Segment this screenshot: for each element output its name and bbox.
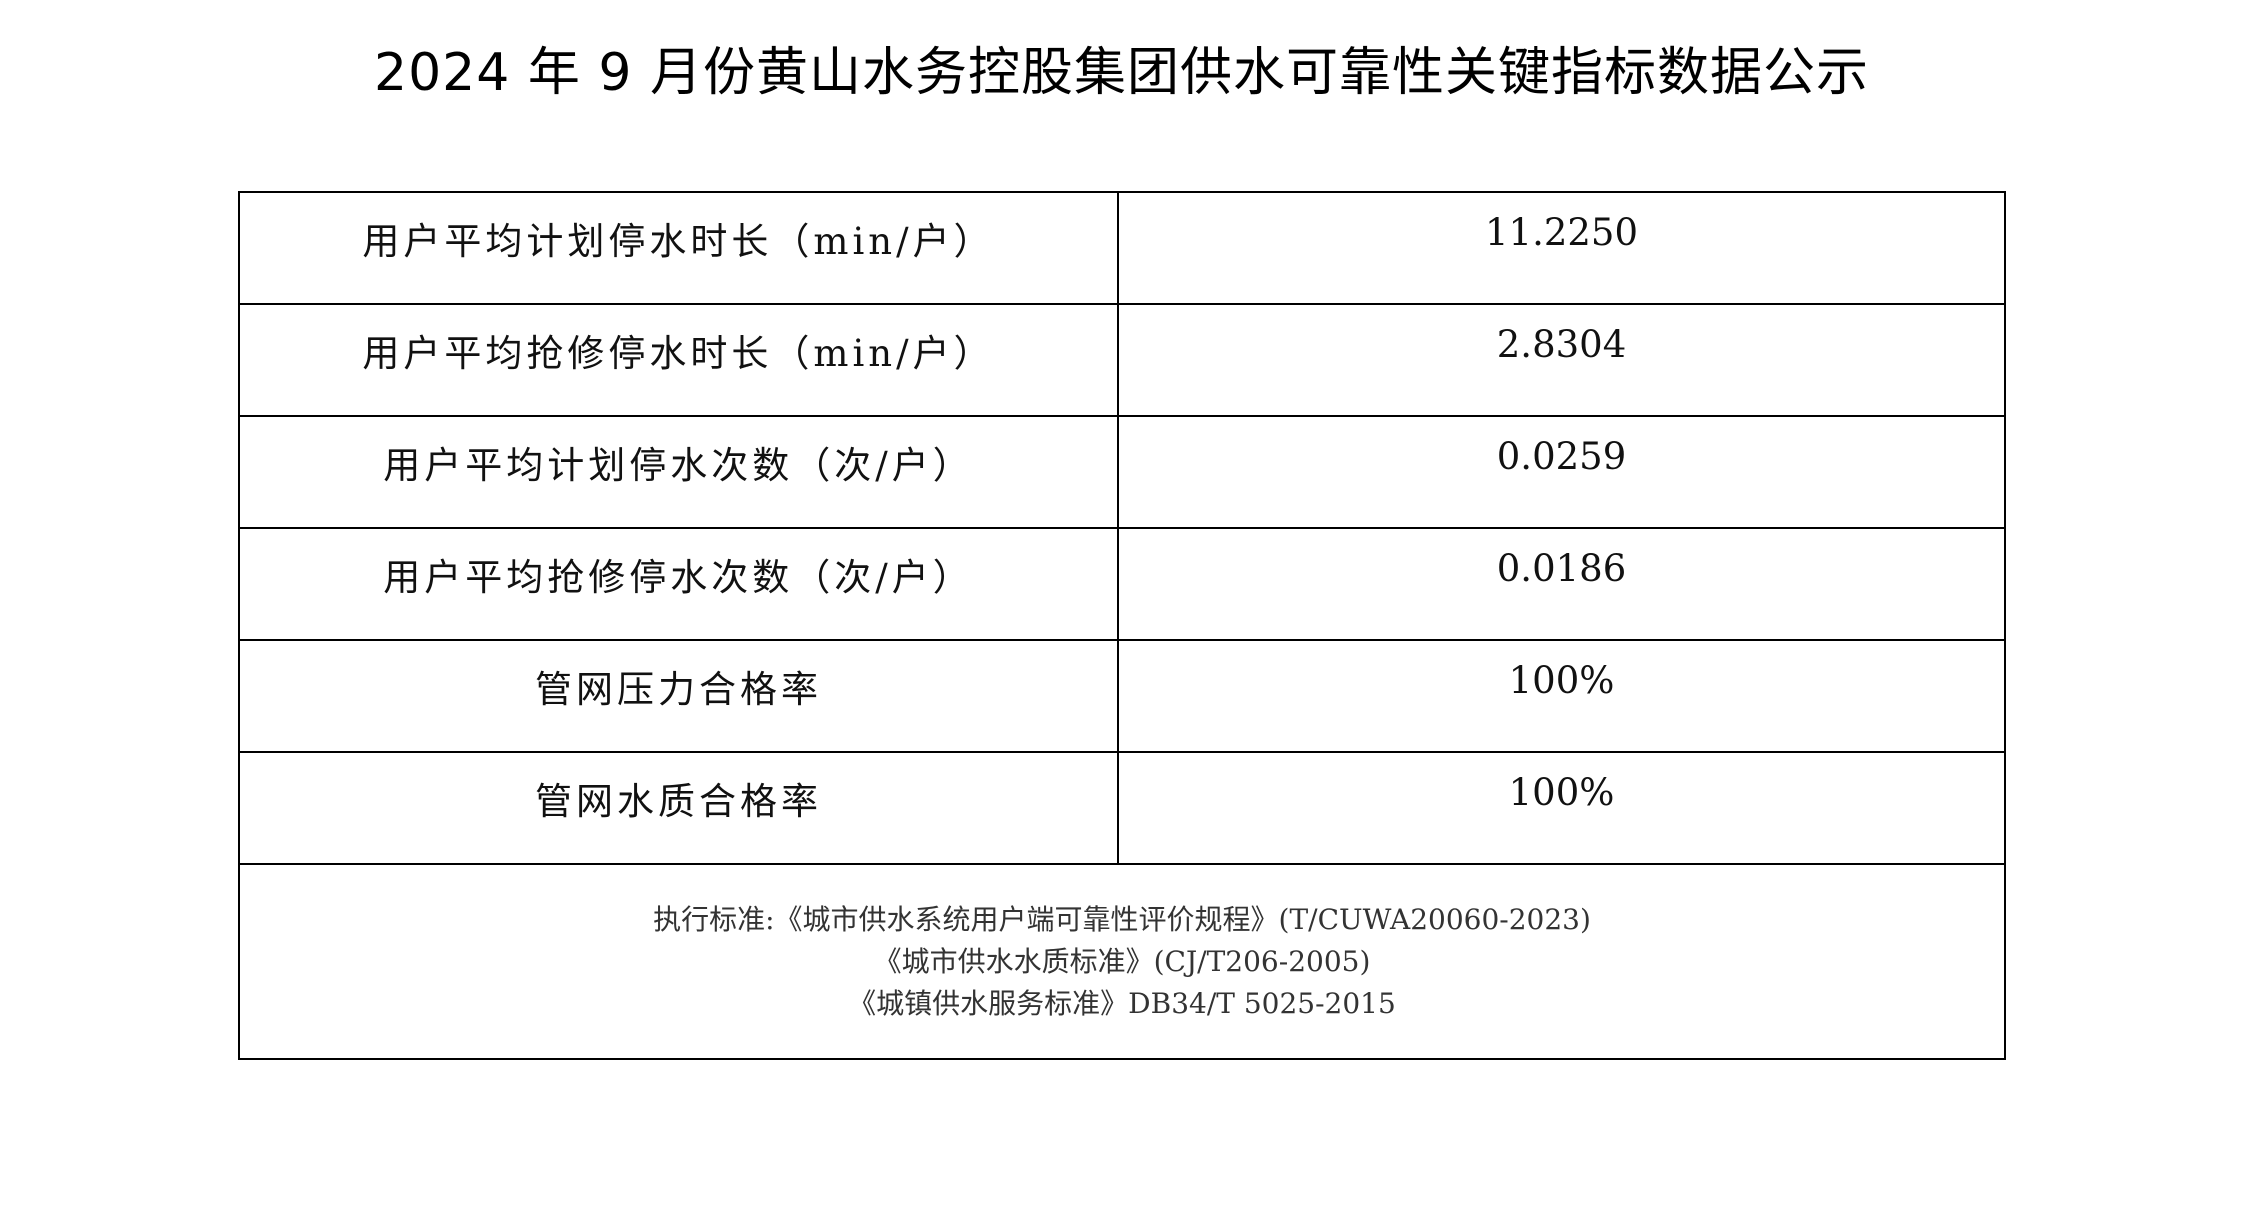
standards-note: 执行标准:《城市供水系统用户端可靠性评价规程》(T/CUWA20060-2023… — [238, 863, 2006, 1060]
indicator-label: 管网压力合格率 — [238, 639, 1119, 753]
indicator-label: 用户平均计划停水时长（min/户） — [238, 191, 1119, 305]
table-row: 管网压力合格率 100% — [238, 639, 2006, 753]
standards-row: 执行标准:《城市供水系统用户端可靠性评价规程》(T/CUWA20060-2023… — [238, 863, 2006, 1060]
table-row: 用户平均抢修停水时长（min/户） 2.8304 — [238, 303, 2006, 417]
table-row: 管网水质合格率 100% — [238, 751, 2006, 865]
standard-line: 执行标准:《城市供水系统用户端可靠性评价规程》(T/CUWA20060-2023… — [653, 902, 1591, 936]
table-row: 用户平均计划停水次数（次/户） 0.0259 — [238, 415, 2006, 529]
indicator-table: 用户平均计划停水时长（min/户） 11.2250 用户平均抢修停水时长（min/… — [238, 191, 2006, 1060]
indicator-value: 0.0259 — [1117, 415, 2006, 529]
table-row: 用户平均计划停水时长（min/户） 11.2250 — [238, 191, 2006, 305]
table-row: 用户平均抢修停水次数（次/户） 0.0186 — [238, 527, 2006, 641]
indicator-label: 用户平均抢修停水次数（次/户） — [238, 527, 1119, 641]
indicator-label: 用户平均计划停水次数（次/户） — [238, 415, 1119, 529]
indicator-value: 2.8304 — [1117, 303, 2006, 417]
indicator-label: 管网水质合格率 — [238, 751, 1119, 865]
indicator-value: 11.2250 — [1117, 191, 2006, 305]
page-title: 2024 年 9 月份黄山水务控股集团供水可靠性关键指标数据公示 — [373, 43, 1869, 103]
indicator-value: 0.0186 — [1117, 527, 2006, 641]
indicator-label: 用户平均抢修停水时长（min/户） — [238, 303, 1119, 417]
indicator-value: 100% — [1117, 751, 2006, 865]
indicator-value: 100% — [1117, 639, 2006, 753]
standard-line: 《城镇供水服务标准》DB34/T 5025-2015 — [848, 986, 1396, 1020]
standard-line: 《城市供水水质标准》(CJ/T206-2005) — [873, 944, 1371, 978]
